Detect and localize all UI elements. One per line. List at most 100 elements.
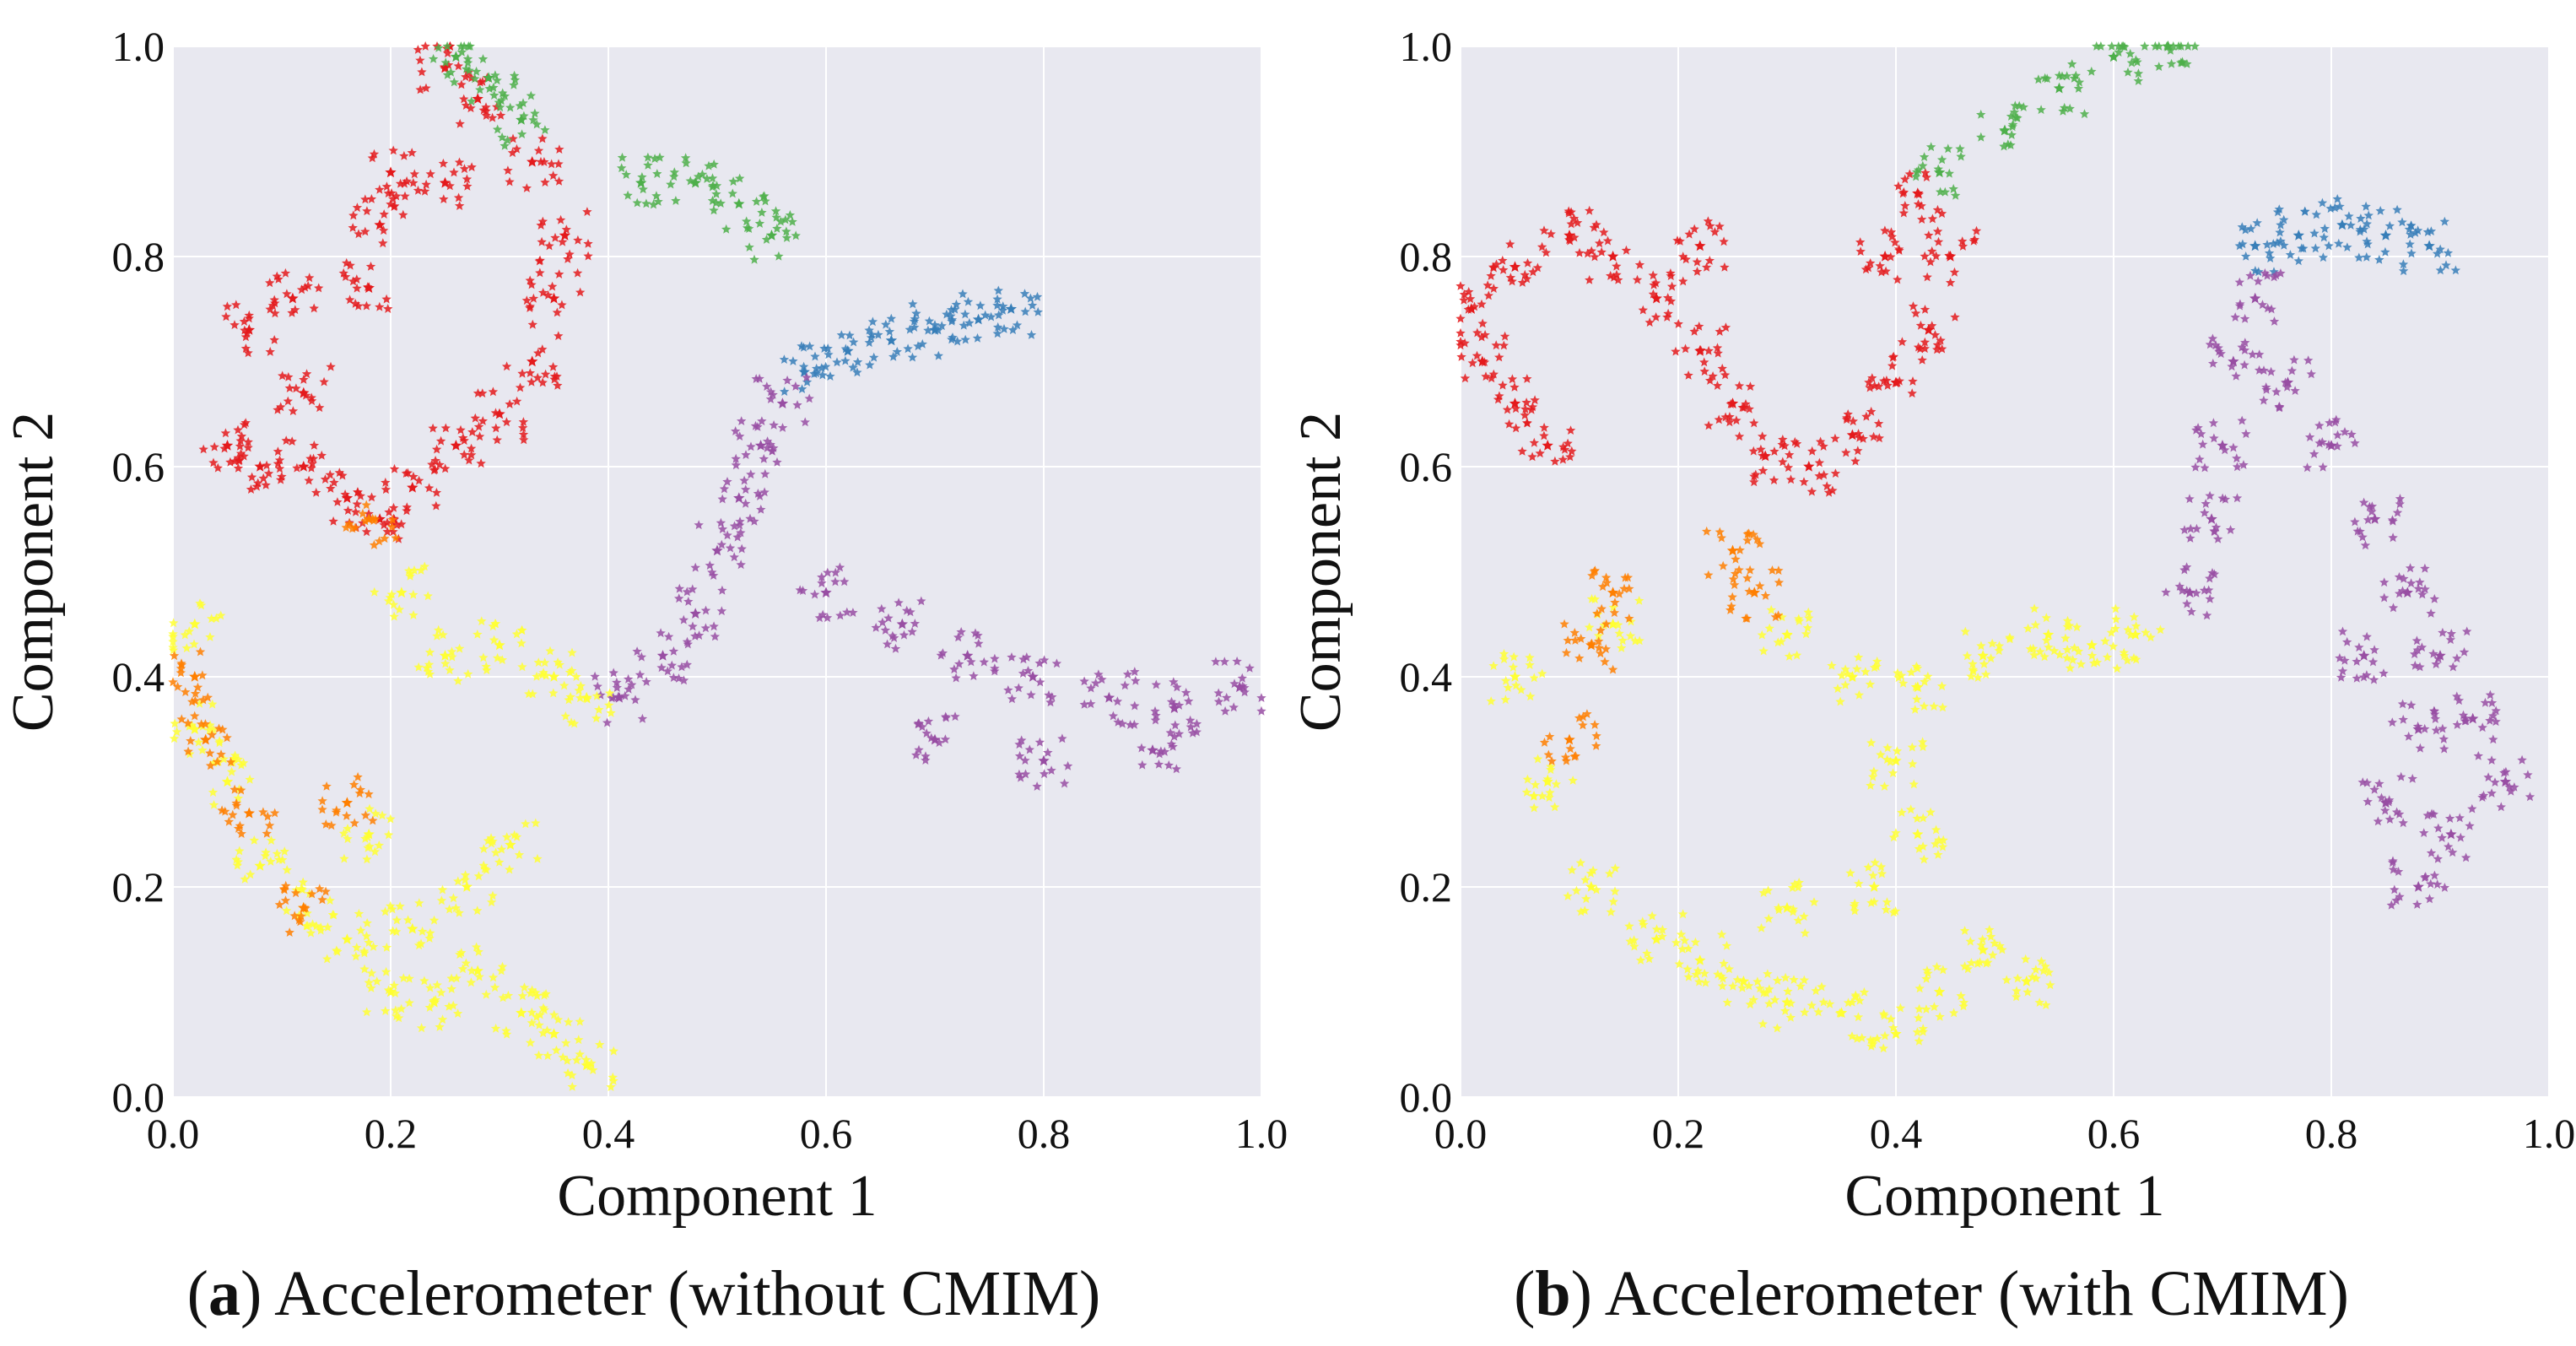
data-point	[1634, 635, 1644, 646]
x-tick-label: 0.8	[1018, 1110, 1071, 1157]
data-point	[1853, 1012, 1864, 1022]
data-point	[537, 236, 547, 246]
data-point	[1855, 246, 1866, 256]
data-point	[1024, 744, 1034, 754]
data-point	[1841, 447, 1851, 457]
data-point	[195, 598, 205, 608]
data-point	[1945, 278, 1956, 287]
data-point	[2325, 203, 2336, 214]
data-point	[1165, 727, 1175, 738]
data-point	[532, 853, 543, 863]
data-point	[1966, 671, 1976, 681]
data-point	[573, 235, 583, 245]
data-point	[1845, 868, 1855, 878]
data-point	[2184, 494, 2195, 504]
data-point	[2190, 41, 2201, 51]
data-point	[341, 797, 354, 808]
data-point	[466, 103, 476, 113]
data-point	[283, 396, 293, 406]
data-point	[2239, 314, 2250, 323]
data-point	[1499, 265, 1509, 274]
data-point	[190, 689, 201, 698]
data-point	[693, 171, 704, 181]
data-point	[1455, 327, 1466, 338]
data-point	[511, 143, 522, 154]
data-point	[1546, 229, 1556, 239]
data-point	[1062, 760, 1073, 770]
data-point	[1787, 883, 1798, 892]
data-point	[1916, 214, 1927, 224]
data-point	[1802, 623, 1813, 633]
data-point	[381, 966, 392, 976]
data-point	[212, 756, 223, 766]
data-point	[531, 818, 541, 828]
data-point	[1863, 862, 1873, 872]
data-point	[2009, 107, 2020, 116]
data-point	[507, 148, 518, 158]
data-point	[2201, 610, 2212, 620]
data-point	[424, 659, 435, 669]
data-point	[1464, 287, 1474, 296]
data-point	[360, 833, 370, 843]
data-point	[274, 455, 285, 465]
data-point	[2409, 649, 2420, 659]
data-point	[452, 1008, 463, 1018]
data-point	[2022, 987, 2033, 997]
data-point	[975, 300, 986, 311]
data-point	[2087, 651, 2098, 660]
data-point	[881, 319, 891, 329]
data-point	[2076, 659, 2087, 668]
data-point	[731, 426, 741, 435]
data-point	[583, 251, 593, 261]
data-point	[527, 376, 537, 387]
data-point	[1793, 915, 1803, 925]
data-point	[800, 417, 810, 427]
data-point	[2122, 655, 2132, 665]
data-point	[2452, 720, 2462, 729]
data-point	[466, 443, 477, 453]
data-point	[1853, 446, 1863, 456]
data-point	[554, 269, 564, 278]
data-point	[176, 668, 186, 678]
data-point	[2257, 300, 2268, 310]
data-point	[1898, 678, 1909, 688]
data-point	[2067, 59, 2077, 68]
data-point	[2030, 619, 2041, 630]
data-point	[306, 462, 316, 473]
data-point	[500, 140, 510, 150]
data-point	[683, 597, 694, 606]
data-point	[1712, 343, 1723, 353]
data-point	[1868, 1035, 1878, 1046]
data-point	[1022, 652, 1032, 662]
data-point	[735, 516, 745, 526]
data-point	[2252, 218, 2262, 228]
data-point	[1591, 731, 1601, 741]
data-point	[503, 990, 514, 1000]
data-point	[1704, 256, 1715, 265]
data-point	[953, 336, 963, 346]
data-point	[1624, 921, 1634, 931]
data-point	[168, 677, 178, 687]
data-point	[389, 611, 399, 621]
data-point	[1150, 705, 1160, 716]
data-point	[1956, 991, 1966, 1001]
data-point	[306, 889, 317, 899]
data-point	[511, 396, 522, 406]
data-point	[652, 169, 662, 178]
data-point	[438, 630, 448, 640]
data-point	[1007, 325, 1018, 335]
data-point	[1663, 293, 1673, 302]
data-point	[1483, 290, 1493, 300]
data-point	[1850, 905, 1860, 916]
data-point	[551, 1045, 562, 1055]
data-point	[1830, 433, 1840, 443]
data-point	[1596, 648, 1606, 658]
data-point	[1850, 456, 1860, 466]
data-point	[1981, 958, 1991, 968]
data-point	[636, 651, 647, 662]
data-point	[760, 468, 770, 478]
data-point	[533, 145, 544, 155]
data-point	[1593, 630, 1604, 641]
data-point	[951, 299, 962, 309]
data-point	[2361, 201, 2371, 211]
